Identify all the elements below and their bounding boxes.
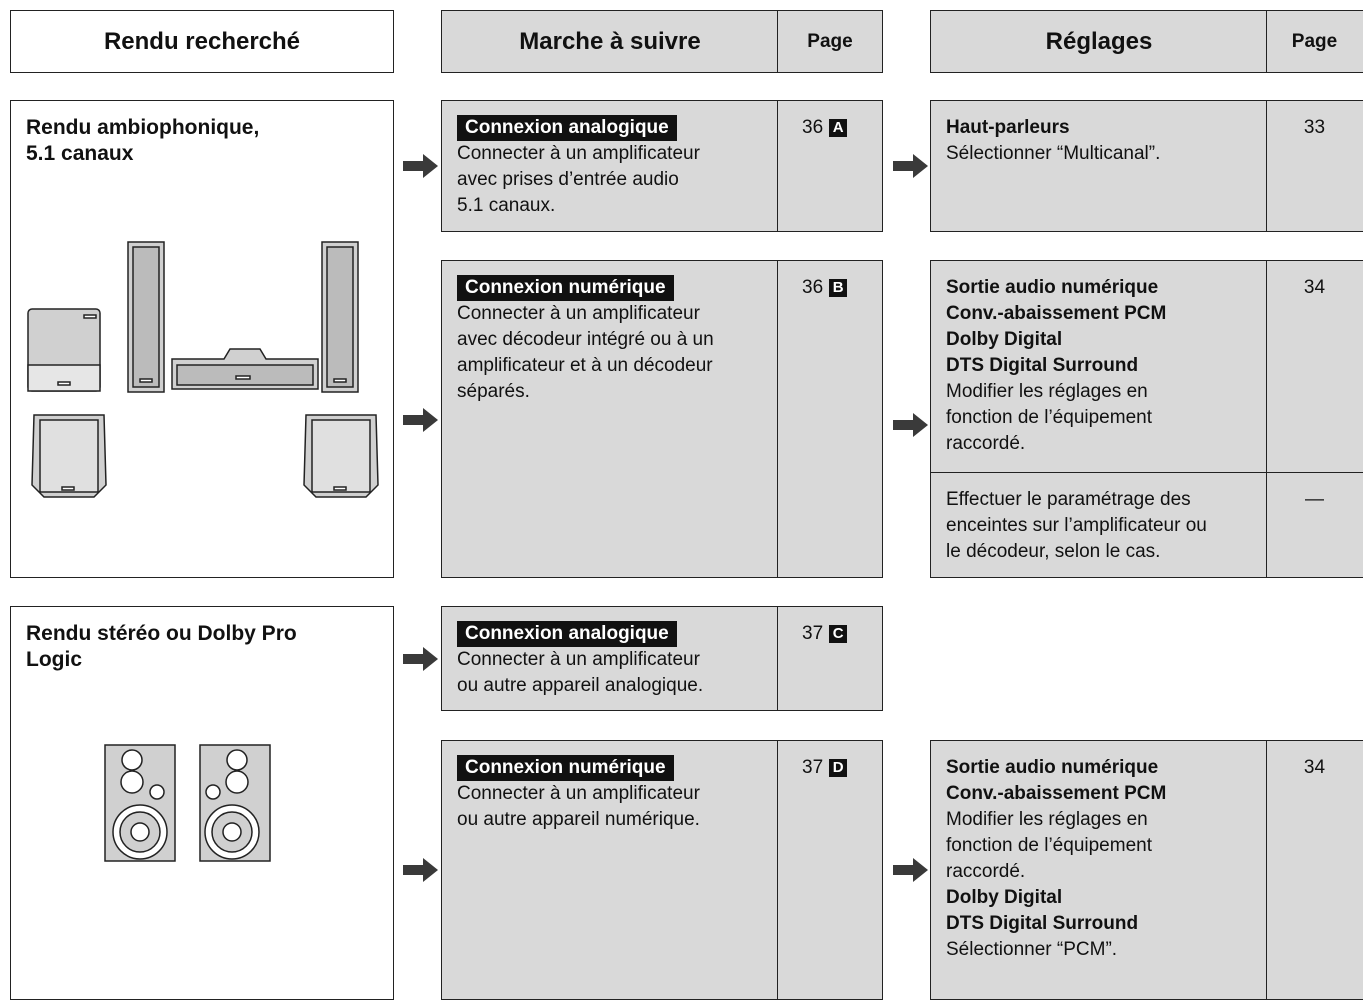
- setting-text: fonction de l’équipement: [946, 407, 1152, 428]
- page-letter: B: [829, 279, 848, 297]
- stereo-speakers-icon: [104, 744, 271, 862]
- setting-text: fonction de l’équipement: [946, 835, 1152, 856]
- connection-text: amplificateur et à un décodeur: [457, 355, 713, 376]
- page-number: 36: [802, 117, 824, 138]
- setting-page: 33: [1303, 117, 1326, 138]
- connection-text: Connecter à un amplificateur: [457, 649, 700, 670]
- header-page: Page: [1291, 30, 1338, 52]
- arrow: [403, 858, 438, 882]
- setting-text: le décodeur, selon le cas.: [946, 541, 1161, 562]
- setting-heading: Dolby Digital: [946, 329, 1063, 350]
- setting-heading: DTS Digital Surround: [946, 913, 1139, 934]
- goal-text: Logic: [26, 648, 82, 671]
- page-box: [1266, 740, 1363, 1000]
- connection-text: Connecter à un amplificateur: [457, 303, 700, 324]
- settings-box: [930, 260, 1268, 473]
- arrow: [403, 646, 438, 671]
- setting-heading: DTS Digital Surround: [946, 355, 1139, 376]
- page-letter: C: [829, 625, 848, 643]
- page-letter: A: [829, 119, 848, 137]
- arrow: [403, 154, 438, 178]
- setting-heading: Conv.-abaissement PCM: [946, 783, 1167, 804]
- connection-text: avec prises d’entrée audio: [457, 169, 679, 190]
- setting-heading: Sortie audio numérique: [946, 757, 1159, 778]
- connection-text: Connecter à un amplificateur: [457, 783, 700, 804]
- goal-text: Rendu stéréo ou Dolby Pro: [26, 622, 297, 645]
- setting-text: Sélectionner “Multicanal”.: [946, 143, 1161, 164]
- settings-box: [930, 100, 1268, 232]
- page-box: [1266, 472, 1363, 578]
- page-number: 36: [802, 277, 824, 298]
- header-cell: [777, 10, 883, 73]
- header-cell: [10, 10, 394, 73]
- surround-speakers-icon: [27, 241, 379, 498]
- header-cell: [441, 10, 779, 73]
- connection-text: séparés.: [457, 381, 530, 402]
- page-ref: 36 B: [802, 275, 848, 301]
- arrow: [403, 408, 438, 432]
- settings-box: [930, 740, 1268, 1000]
- page-number: 37: [802, 757, 824, 778]
- connection-text: ou autre appareil analogique.: [457, 675, 704, 696]
- settings-box: [930, 472, 1268, 578]
- setting-text: Modifier les réglages en: [946, 381, 1148, 402]
- arrow: [893, 858, 928, 882]
- page-ref: 36 A: [802, 115, 848, 141]
- header-settings: Réglages: [1045, 27, 1153, 55]
- connection-label: Connexion numérique: [457, 755, 674, 781]
- arrow: [893, 154, 928, 178]
- header-page: Page: [807, 30, 853, 52]
- setting-text: enceintes sur l’amplificateur ou: [946, 515, 1207, 536]
- setting-page: 34: [1303, 757, 1326, 778]
- header-goal: Rendu recherché: [103, 27, 301, 55]
- page-box: [777, 740, 883, 1000]
- setting-heading: Haut-parleurs: [946, 117, 1070, 138]
- connection-label: Connexion analogique: [457, 115, 677, 141]
- setting-page: 34: [1303, 277, 1326, 298]
- setting-heading: Dolby Digital: [946, 887, 1063, 908]
- goal-text: Rendu ambiophonique,: [26, 116, 260, 139]
- page-letter: D: [829, 759, 848, 777]
- setting-heading: Sortie audio numérique: [946, 277, 1159, 298]
- connection-text: avec décodeur intégré ou à un: [457, 329, 714, 350]
- setting-text: Modifier les réglages en: [946, 809, 1148, 830]
- arrow: [893, 413, 928, 437]
- header-cell: [930, 10, 1268, 73]
- connection-label: Connexion numérique: [457, 275, 674, 301]
- setting-text: raccordé.: [946, 861, 1026, 882]
- page-ref: 37 C: [802, 621, 848, 647]
- goal-box: [10, 100, 394, 578]
- goal-text: 5.1 canaux: [26, 142, 134, 165]
- page-number: 37: [802, 623, 824, 644]
- setting-text: Sélectionner “PCM”.: [946, 939, 1118, 960]
- page-box: [1266, 100, 1363, 232]
- setting-heading: Conv.-abaissement PCM: [946, 303, 1167, 324]
- page-box: [1266, 260, 1363, 473]
- connection-label: Connexion analogique: [457, 621, 677, 647]
- connection-text: Connecter à un amplificateur: [457, 143, 700, 164]
- page-ref: 37 D: [802, 755, 848, 781]
- setting-text: raccordé.: [946, 433, 1026, 454]
- page-box: [777, 606, 883, 711]
- connection-text: ou autre appareil numérique.: [457, 809, 700, 830]
- procedure-box: [441, 260, 779, 578]
- setting-page: —: [1305, 489, 1324, 510]
- header-procedure: Marche à suivre: [519, 27, 701, 55]
- connection-text: 5.1 canaux.: [457, 195, 556, 216]
- page-box: [777, 260, 883, 578]
- setting-text: Effectuer le paramétrage des: [946, 489, 1191, 510]
- page: Rendu recherché Marche à suivre Page Rég…: [10, 10, 1363, 1000]
- header-cell: [1266, 10, 1363, 73]
